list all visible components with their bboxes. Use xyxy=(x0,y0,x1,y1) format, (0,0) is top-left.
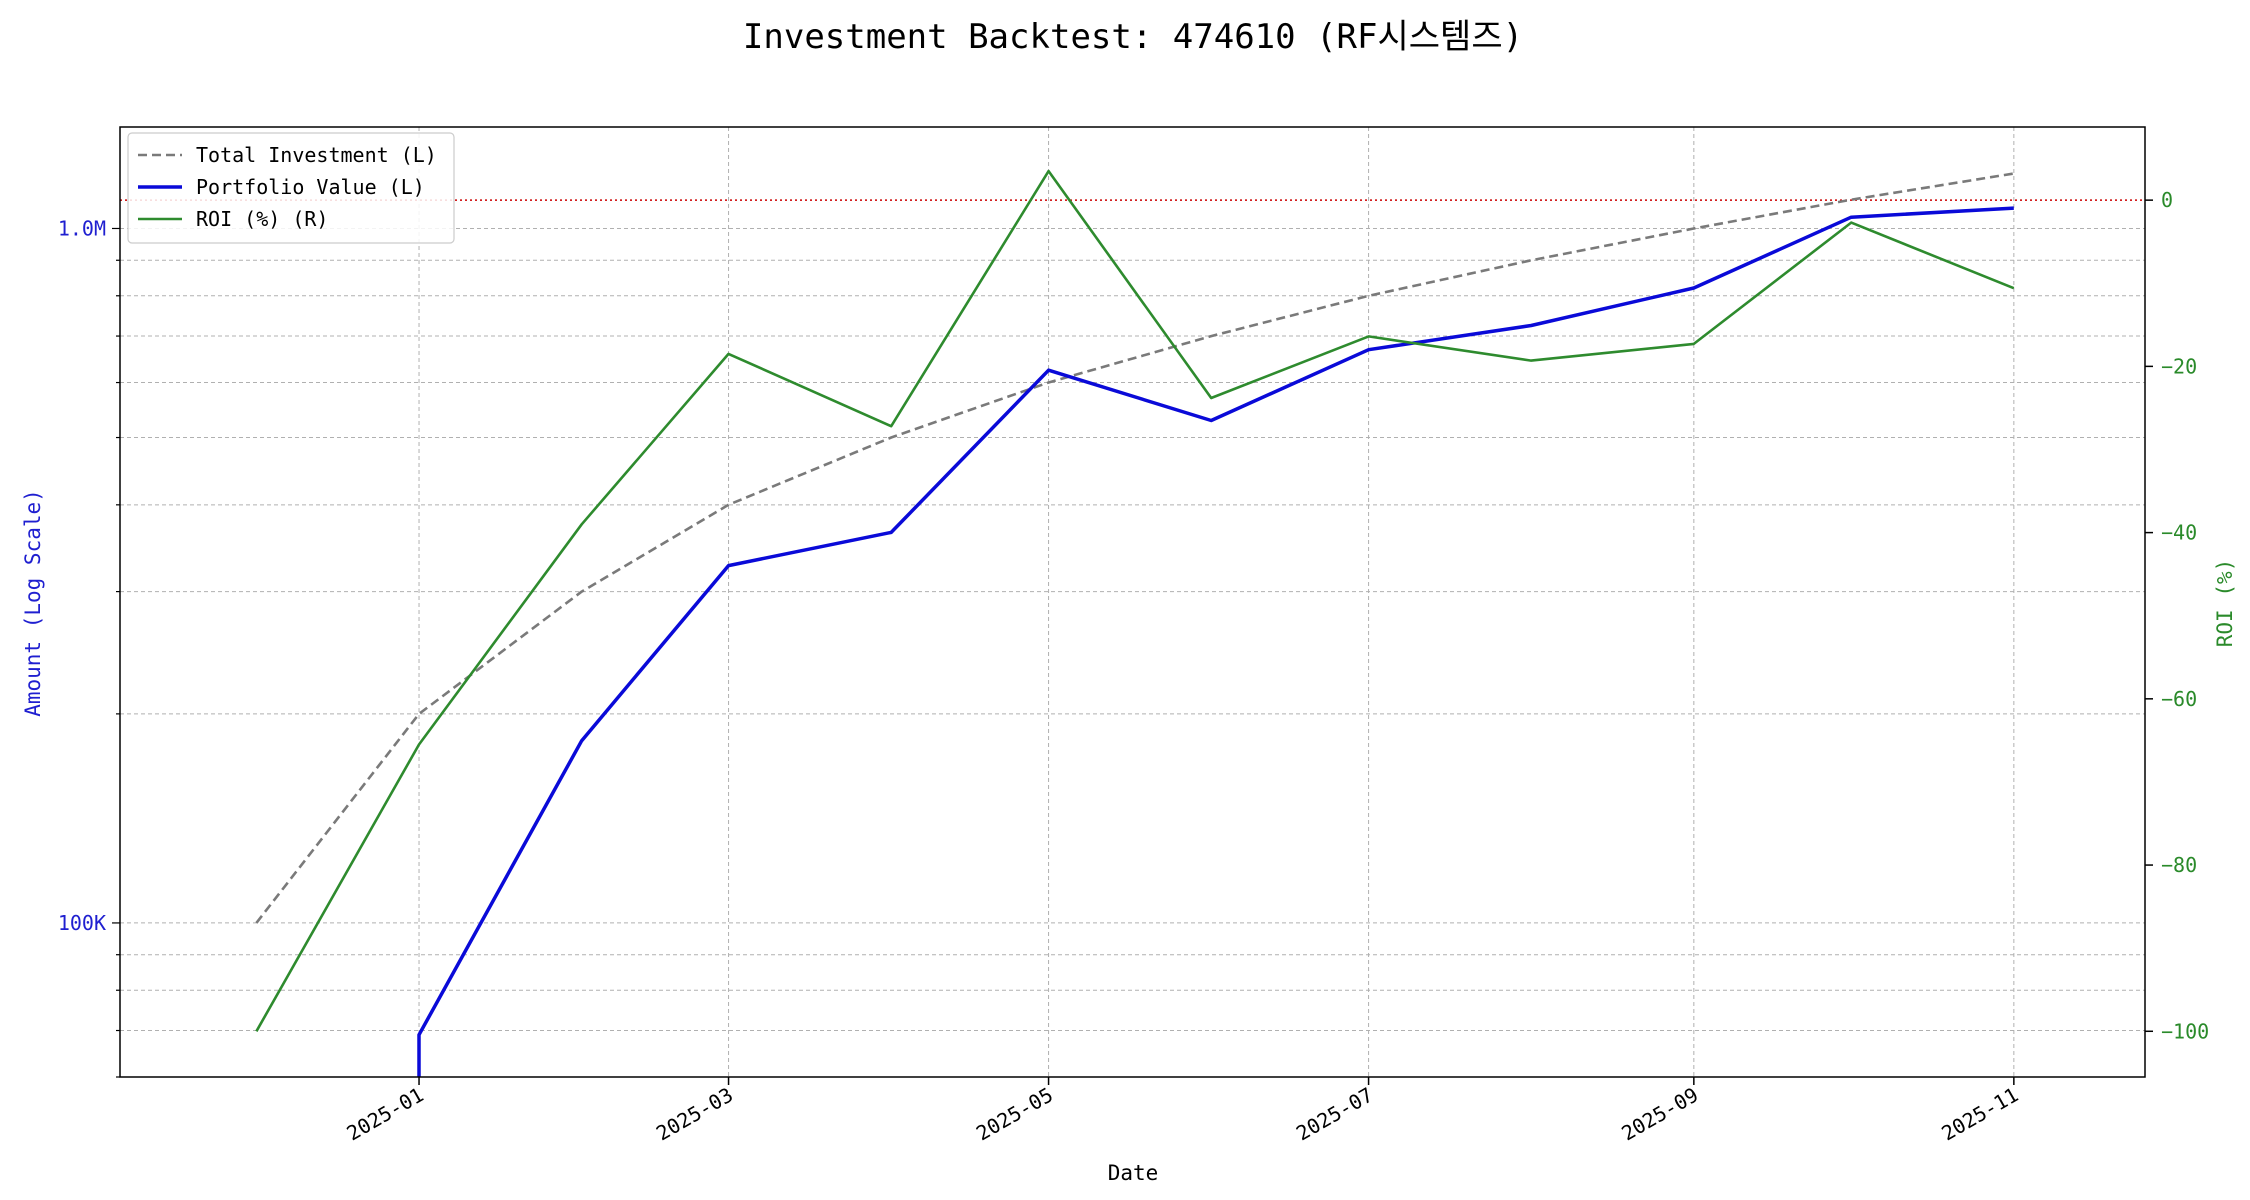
grid xyxy=(120,127,2145,1078)
right-tick-label: −20 xyxy=(2161,354,2197,378)
plot-frame xyxy=(119,126,2146,1078)
x-tick-label: 2025-11 xyxy=(1937,1083,2022,1146)
series-line-2 xyxy=(255,169,2015,1032)
axes: 2025-01 2025-03 2025-05 2025-07 2025-09 2025-… xyxy=(58,188,2209,1145)
left-axis-label: Amount (Log Scale) xyxy=(21,489,45,717)
series-line-1 xyxy=(417,206,2014,1077)
right-tick-label: −60 xyxy=(2161,687,2197,711)
left-tick-label: 1.0M xyxy=(58,216,106,240)
right-tick-label: 0 xyxy=(2161,188,2173,212)
legend-box xyxy=(127,132,455,244)
x-tick-label: 2025-05 xyxy=(972,1083,1057,1146)
legend-label: Total Investment (L) xyxy=(196,143,437,167)
right-tick-label: −40 xyxy=(2161,521,2197,545)
x-axis-label: Date xyxy=(1108,1161,1159,1185)
x-tick-label: 2025-01 xyxy=(343,1083,428,1146)
x-tick-label: 2025-07 xyxy=(1292,1083,1377,1146)
series-line-0 xyxy=(255,172,2015,924)
left-tick-label: 100K xyxy=(58,911,106,935)
legend-label: ROI (%) (R) xyxy=(196,207,328,231)
legend-label: Portfolio Value (L) xyxy=(196,175,425,199)
x-tick-label: 2025-03 xyxy=(652,1083,737,1146)
right-axis-label: ROI (%) xyxy=(2213,559,2237,648)
legend: Total Investment (L) Portfolio Value (L) R… xyxy=(127,132,455,244)
chart-title: Investment Backtest: 474610 (RF시스템즈) xyxy=(743,17,1523,57)
right-tick-label: −80 xyxy=(2161,853,2197,877)
right-tick-label: −100 xyxy=(2161,1019,2209,1043)
series-layer xyxy=(120,169,2145,1077)
x-tick-label: 2025-09 xyxy=(1617,1083,1702,1146)
